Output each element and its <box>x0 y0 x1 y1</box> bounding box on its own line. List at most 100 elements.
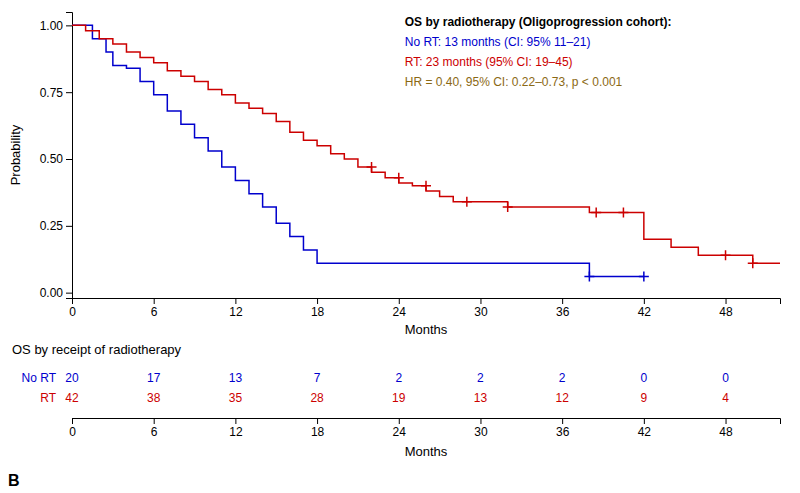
tick-label: 42 <box>638 425 652 439</box>
tick-mark <box>644 418 645 424</box>
tick-mark <box>154 298 155 304</box>
x-axis: 0612182430364248 <box>69 298 780 319</box>
at-risk-count: 2 <box>395 371 402 385</box>
tick: 48 <box>719 298 733 319</box>
at-risk-count: 7 <box>314 371 321 385</box>
tick-label: 0.00 <box>40 286 64 300</box>
tick-mark <box>480 418 481 424</box>
tick-label: 0 <box>69 305 76 319</box>
at-risk-count: 13 <box>229 371 243 385</box>
tick-mark <box>235 418 236 424</box>
tick-mark <box>235 298 236 304</box>
tick-label: 0 <box>69 425 76 439</box>
tick-mark <box>399 298 400 304</box>
chart-root: 06121824303642480.000.250.500.751.00Mont… <box>0 0 800 493</box>
y-axis: 0.00 0.25 0.50 0.75 1.00 <box>40 13 73 300</box>
tick: 0 <box>69 418 76 439</box>
tick-label: 0.75 <box>40 86 64 100</box>
annotation: No RT: 13 months (CI: 95% 11–21) <box>405 35 591 49</box>
tick-mark <box>480 298 481 304</box>
tick: 30 <box>474 418 488 439</box>
tick: 42 <box>638 418 652 439</box>
tick-label: 48 <box>719 425 733 439</box>
tick-mark <box>562 298 563 304</box>
tick: 0 <box>69 298 76 319</box>
tick-label: 24 <box>393 425 407 439</box>
at-risk-count: 19 <box>392 391 406 405</box>
tick-label: 6 <box>151 305 158 319</box>
tick: 18 <box>311 298 325 319</box>
tick-label: 18 <box>311 425 325 439</box>
tick: 42 <box>638 298 652 319</box>
table-x-axis-title: Months <box>405 444 448 459</box>
tick-label: 36 <box>556 425 570 439</box>
censor-mark <box>503 202 513 212</box>
censor-mark <box>618 207 628 217</box>
censor-mark <box>584 272 594 282</box>
tick: 0.75 <box>40 86 72 100</box>
at-risk-count: 9 <box>641 391 648 405</box>
at-risk-count: 0 <box>641 371 648 385</box>
y-axis-title: Probability <box>8 124 23 185</box>
annotation: HR = 0.40, 95% CI: 0.22–0.73, p < 0.001 <box>405 75 623 89</box>
panel-label: B <box>8 472 20 489</box>
at-risk-count: 17 <box>147 371 161 385</box>
tick-mark <box>66 226 72 227</box>
tick-label: 42 <box>638 305 652 319</box>
tick-mark <box>66 159 72 160</box>
plot-area <box>72 25 780 281</box>
at-risk-count: 20 <box>65 371 79 385</box>
annotation-title: OS by radiotherapy (Oligoprogression coh… <box>405 15 672 29</box>
annotation: RT: 23 months (95% CI: 19–45) <box>405 55 573 69</box>
tick-label: 1.00 <box>40 19 64 33</box>
censor-mark <box>367 162 377 172</box>
x-axis-title: Months <box>405 322 448 337</box>
tick-label: 36 <box>556 305 570 319</box>
at-risk-count: 2 <box>559 371 566 385</box>
table-row-label: No RT <box>22 371 57 385</box>
y-axis-line <box>66 13 73 299</box>
survival-curve <box>72 25 780 263</box>
table-title: OS by receipt of radiotherapy <box>12 342 182 357</box>
at-risk-count: 35 <box>229 391 243 405</box>
tick: 48 <box>719 418 733 439</box>
tick-mark <box>66 293 72 294</box>
tick: 18 <box>311 418 325 439</box>
tick-label: 12 <box>229 305 243 319</box>
table-x-axis: 0 6 12 18 24 30 36 42 48 <box>69 418 780 439</box>
tick-mark <box>399 418 400 424</box>
at-risk-count: 13 <box>474 391 488 405</box>
tick-label: 48 <box>719 305 733 319</box>
at-risk-count: 38 <box>147 391 161 405</box>
at-risk-count: 28 <box>310 391 324 405</box>
tick: 0.25 <box>40 219 72 233</box>
tick: 12 <box>229 298 243 319</box>
tick: 24 <box>393 418 407 439</box>
tick-mark <box>66 25 72 26</box>
tick-label: 30 <box>474 305 488 319</box>
tick: 30 <box>474 298 488 319</box>
tick: 0.00 <box>40 286 72 300</box>
tick-mark <box>154 418 155 424</box>
censor-mark <box>421 181 431 191</box>
tick-label: 0.50 <box>40 152 64 166</box>
tick-mark <box>726 418 727 424</box>
tick-mark <box>317 418 318 424</box>
censor-mark <box>462 197 472 207</box>
censor-mark <box>748 258 758 268</box>
tick: 6 <box>151 418 158 439</box>
tick-label: 0.25 <box>40 219 64 233</box>
tick: 1.00 <box>40 19 72 33</box>
at-risk-count: 4 <box>722 391 729 405</box>
tick-label: 30 <box>474 425 488 439</box>
tick: 36 <box>556 298 570 319</box>
x-axis-line <box>73 299 781 305</box>
censor-mark <box>639 272 649 282</box>
tick-label: 6 <box>151 425 158 439</box>
tick-mark <box>66 92 72 93</box>
tick: 12 <box>229 418 243 439</box>
censor-mark <box>394 173 404 183</box>
tick: 36 <box>556 418 570 439</box>
tick-mark <box>72 418 73 424</box>
at-risk-count: 42 <box>65 391 79 405</box>
